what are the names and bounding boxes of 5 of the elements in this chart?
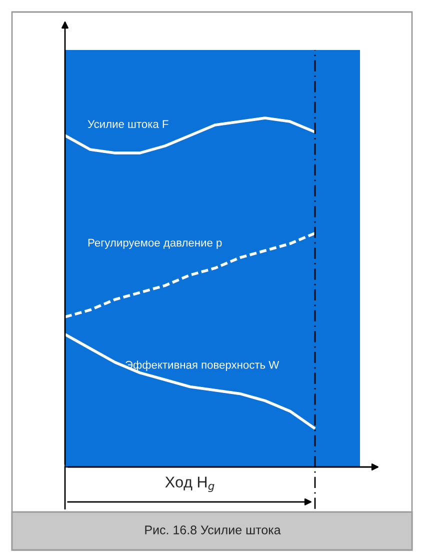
text: Рис. 16.8 Усилие штока xyxy=(145,526,281,534)
text: Ход H$_{g}$ xyxy=(165,476,214,492)
series-label: Эффективная поверхность W xyxy=(126,360,280,371)
series-label: Усилие штока F xyxy=(88,120,168,128)
series-label: Регулируемое давление p xyxy=(88,238,222,249)
